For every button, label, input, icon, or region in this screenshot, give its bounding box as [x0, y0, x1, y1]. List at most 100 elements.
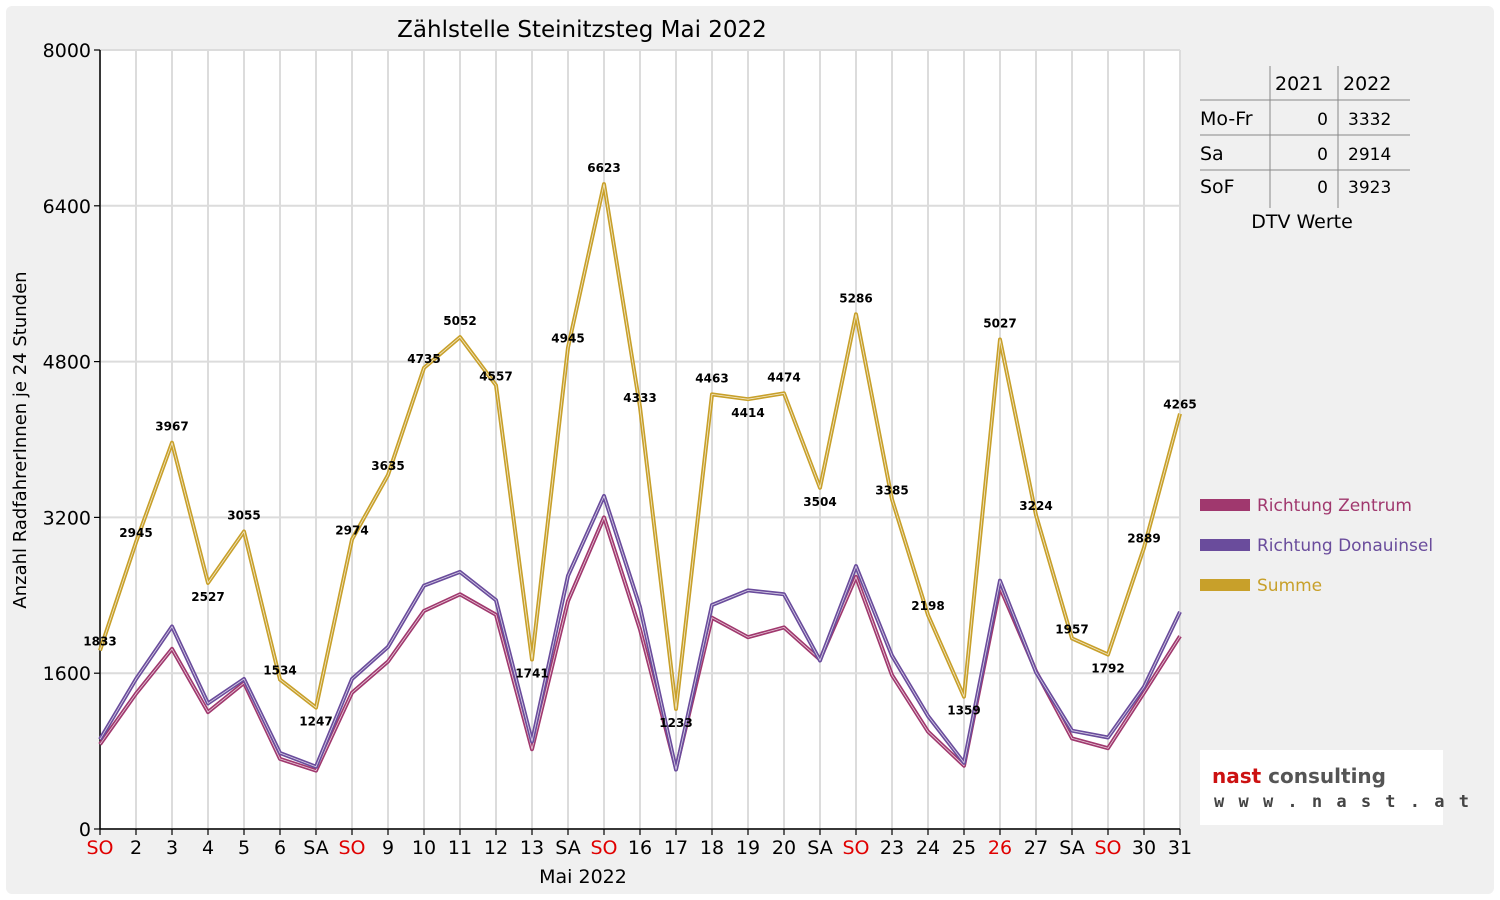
data-label: 4463	[695, 371, 728, 385]
x-tick-label: 20	[772, 837, 796, 859]
data-label: 3504	[803, 495, 836, 509]
x-tick-label: 12	[484, 837, 508, 859]
data-label: 1833	[83, 635, 116, 649]
data-label: 3635	[371, 459, 404, 473]
dtv-row-2022: 3923	[1348, 178, 1391, 198]
data-label: 3224	[1019, 499, 1052, 513]
x-tick-label: SO	[1094, 837, 1121, 859]
x-tick-label: SA	[303, 837, 328, 859]
x-tick-label: 26	[988, 837, 1012, 859]
x-tick-label: 19	[736, 837, 760, 859]
legend-swatch	[1200, 539, 1250, 551]
legend-label: Richtung Donauinsel	[1257, 536, 1433, 556]
data-label: 3055	[227, 509, 260, 523]
data-label: 4414	[731, 406, 764, 420]
dtv-caption: DTV Werte	[1251, 211, 1353, 233]
y-tick-label: 3200	[43, 507, 91, 529]
y-tick-label: 8000	[43, 40, 91, 62]
x-tick-label: SO	[842, 837, 869, 859]
data-label: 3967	[155, 420, 188, 434]
x-tick-label: SA	[555, 837, 580, 859]
x-tick-label: 27	[1024, 837, 1048, 859]
x-axis-title: Mai 2022	[539, 866, 627, 888]
data-label: 1247	[299, 715, 332, 729]
data-label: 1233	[659, 716, 692, 730]
data-label: 4735	[407, 352, 440, 366]
data-label: 5052	[443, 314, 476, 328]
data-label: 5027	[983, 316, 1016, 330]
y-axis-title: Anzahl RadfahrerInnen je 24 Stunden	[10, 271, 31, 608]
chart-title: Zählstelle Steinitzsteg Mai 2022	[397, 17, 767, 43]
x-tick-label: SO	[86, 837, 113, 859]
data-label: 1957	[1055, 622, 1088, 636]
x-tick-label: 11	[448, 837, 472, 859]
x-tick-label: SA	[1059, 837, 1084, 859]
x-tick-label: 25	[952, 837, 976, 859]
dtv-row-2022: 2914	[1348, 145, 1391, 165]
data-label: 4945	[551, 331, 584, 345]
dtv-row-2021: 0	[1317, 145, 1328, 165]
dtv-row-label: Sa	[1200, 143, 1224, 165]
x-tick-label: 23	[880, 837, 904, 859]
x-tick-label: 17	[664, 837, 688, 859]
x-tick-label: 24	[916, 837, 940, 859]
x-tick-label: 4	[202, 837, 214, 859]
logo-url: w w w . n a s t . a t	[1214, 792, 1471, 812]
legend-swatch	[1200, 579, 1250, 591]
series-line-highlight	[99, 183, 1181, 710]
y-tick-label: 6400	[43, 196, 91, 218]
grid	[99, 49, 1181, 830]
x-tick-label: 10	[412, 837, 436, 859]
data-label: 2889	[1127, 532, 1160, 546]
company-logo: nast consulting w w w . n a s t . a t	[1200, 750, 1469, 825]
logo-word-consulting: consulting	[1268, 764, 1386, 788]
y-tick-label: 0	[79, 819, 91, 841]
y-tick-label: 4800	[43, 352, 91, 374]
logo-word-nast: nast	[1212, 764, 1262, 788]
series-line-highlight	[99, 495, 1181, 770]
legend: Richtung Zentrum Richtung Donauinsel Summe	[1200, 496, 1433, 596]
x-tick-label: 3	[166, 837, 178, 859]
data-label: 4557	[479, 369, 512, 383]
dtv-header-2022: 2022	[1343, 73, 1391, 95]
legend-label: Summe	[1257, 576, 1322, 596]
data-labels: 1833 2945 3967 2527 3055 1534 1247 2974 3635 4735…	[83, 161, 1196, 730]
data-label: 2945	[119, 526, 152, 540]
x-tick-label: 13	[520, 837, 544, 859]
data-label: 1534	[263, 664, 296, 678]
data-label: 1359	[947, 704, 980, 718]
data-label: 3385	[875, 483, 908, 497]
data-label: 4474	[767, 370, 800, 384]
dtv-row-label: Mo-Fr	[1200, 108, 1253, 130]
data-label: 4333	[623, 391, 656, 405]
series-lines	[98, 182, 1182, 773]
dtv-row-2021: 0	[1317, 178, 1328, 198]
dtv-row-2021: 0	[1317, 110, 1328, 130]
data-label: 2198	[911, 599, 944, 613]
x-tick-label: SO	[590, 837, 617, 859]
dtv-table: 2021 2022 Mo-Fr 0 3332 Sa 0 2914 SoF 0 3…	[1200, 66, 1410, 233]
data-label: 2974	[335, 523, 368, 537]
data-label: 4265	[1163, 398, 1196, 412]
dtv-header-2021: 2021	[1275, 73, 1323, 95]
x-tick-label: 5	[238, 837, 250, 859]
y-tick-label: 1600	[43, 663, 91, 685]
data-label: 6623	[587, 161, 620, 175]
data-label: 5286	[839, 291, 872, 305]
x-tick-label: 2	[130, 837, 142, 859]
x-tick-label: SO	[338, 837, 365, 859]
dtv-row-2022: 3332	[1348, 110, 1391, 130]
legend-label: Richtung Zentrum	[1257, 496, 1412, 516]
data-label: 1792	[1091, 662, 1124, 676]
dtv-row-label: SoF	[1200, 176, 1235, 198]
legend-swatch	[1200, 499, 1250, 511]
x-tick-label: 16	[628, 837, 652, 859]
x-tick-label: SA	[807, 837, 832, 859]
data-label: 2527	[191, 590, 224, 604]
x-tick-label: 31	[1168, 837, 1192, 859]
x-tick-label: 6	[274, 837, 286, 859]
data-label: 1741	[515, 666, 548, 680]
x-tick-label: 18	[700, 837, 724, 859]
